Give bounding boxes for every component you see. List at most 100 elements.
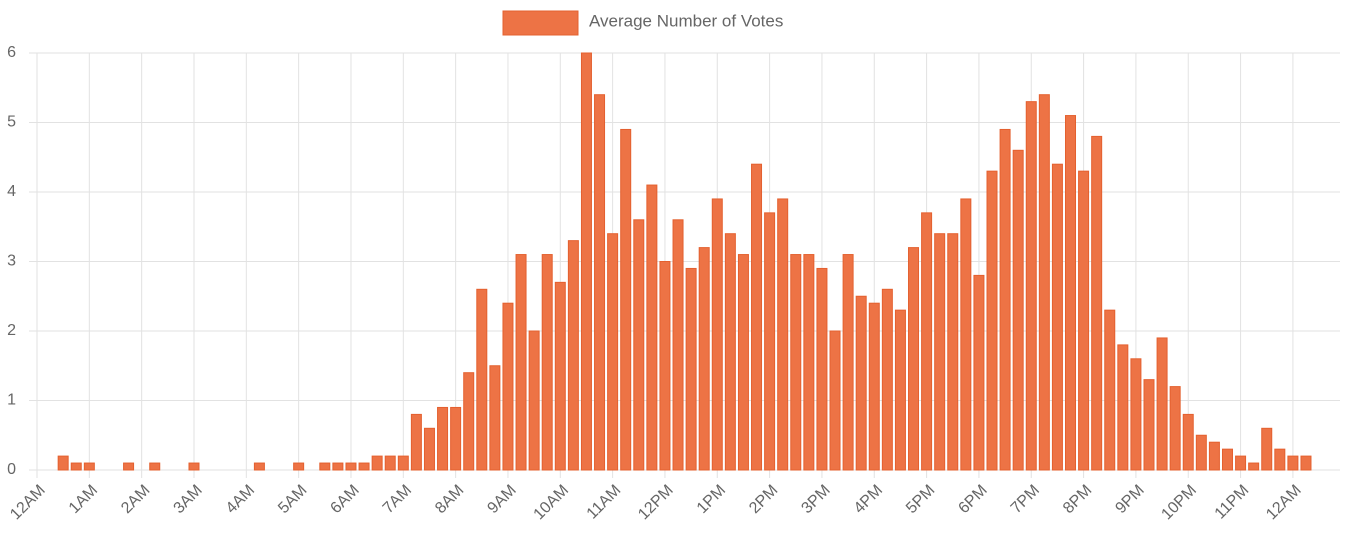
bar [319,462,331,471]
bar [829,330,841,471]
bar [1261,427,1273,471]
bar [463,372,475,471]
x-tick-label: 4AM [223,482,258,517]
bar [1117,344,1129,471]
legend-label: Average Number of Votes [589,11,783,30]
bar [293,462,305,471]
bar [1169,386,1181,471]
x-tick-label: 3AM [171,482,206,517]
bar [410,413,422,471]
bar [737,254,749,471]
bar [1300,455,1312,471]
bar [986,170,998,471]
bar [973,274,985,471]
bar [881,288,893,471]
x-tick-label: 1AM [66,482,101,517]
bar [423,427,435,471]
x-tick-label: 10PM [1158,482,1200,524]
bar [908,247,920,471]
bar [790,254,802,471]
bar [397,455,409,471]
x-tick-label: 2AM [118,482,153,517]
bar [437,406,449,471]
bar [371,455,383,471]
bar [554,281,566,471]
x-tick-label: 12PM [635,482,677,524]
y-tick-label: 2 [7,322,16,339]
bar [842,254,854,471]
bar [999,128,1011,471]
bar [332,462,344,471]
bar [1130,358,1142,471]
bar [1143,379,1155,471]
bar [751,163,763,471]
x-tick-label: 3PM [798,482,833,517]
x-tick-label: 7AM [380,482,415,517]
bar [83,462,95,471]
x-tick-label: 11PM [1212,482,1253,523]
bar [1012,149,1024,471]
bar [489,365,501,471]
legend-swatch [502,10,579,36]
bar [70,462,82,471]
bar [358,462,370,471]
bar [1078,170,1090,471]
bar [450,406,462,471]
bar [1195,434,1207,471]
bar [803,254,815,471]
bar [515,254,527,471]
bar [947,233,959,471]
bar [149,462,161,471]
bar [528,330,540,471]
bar [698,247,710,471]
x-tick-label: 12AM [1263,482,1305,524]
x-tick-label: 6AM [327,482,362,517]
bar [502,302,514,471]
x-tick-label: 12AM [7,482,49,524]
bar [384,455,396,471]
bar [1274,448,1286,471]
bar [894,309,906,471]
bar [685,267,697,471]
x-tick-label: 9PM [1112,482,1147,517]
y-tick-label: 4 [7,183,16,200]
bar [1182,413,1194,471]
bar [921,212,933,471]
x-tick-label: 5AM [275,482,310,517]
bar [594,94,606,471]
bar [1248,462,1260,471]
bar [541,254,553,471]
x-tick-label: 8PM [1060,482,1095,517]
bar [188,462,200,471]
bar [960,198,972,471]
bar [123,462,135,471]
bar [777,198,789,471]
bar [580,52,592,471]
x-tick-label: 2PM [746,482,781,517]
y-tick-label: 0 [7,461,16,478]
bar [1065,115,1077,471]
bar [1104,309,1116,471]
y-tick-label: 6 [7,44,16,61]
y-tick-label: 5 [7,114,16,131]
bar [816,267,828,471]
bar [607,233,619,471]
bar [1091,135,1103,471]
bar [1287,455,1299,471]
bar [345,462,357,471]
bar [1025,101,1037,471]
bar [633,219,645,471]
x-tick-label: 7PM [1008,482,1043,517]
bar [659,261,671,471]
bar [1038,94,1050,471]
x-tick-label: 11AM [584,482,625,523]
bar [1156,337,1168,471]
y-tick-label: 1 [7,392,16,409]
bar [1221,448,1233,471]
bar [567,240,579,471]
bar [1051,163,1063,471]
y-tick-label: 3 [7,253,16,270]
bar [724,233,736,471]
bar [620,128,632,471]
